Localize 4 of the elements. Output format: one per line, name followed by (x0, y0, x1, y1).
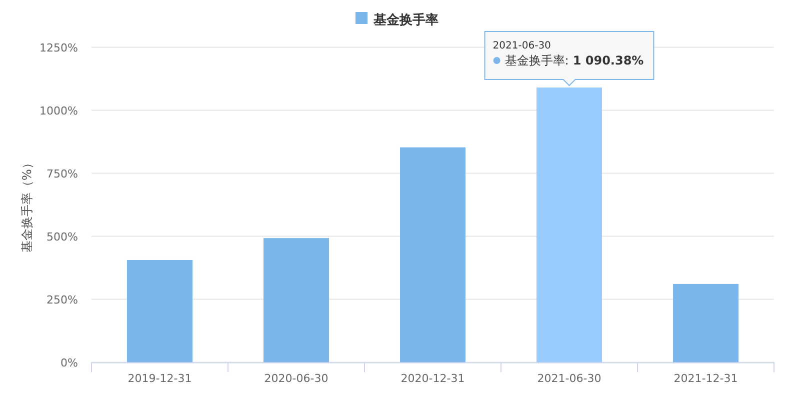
legend-text: 基金换手率 (374, 13, 438, 28)
ylabel: 基金换手率（%） (20, 157, 34, 252)
annotation: 基金换手率: (504, 54, 569, 68)
annotation: 2021-06-30 (492, 40, 551, 52)
